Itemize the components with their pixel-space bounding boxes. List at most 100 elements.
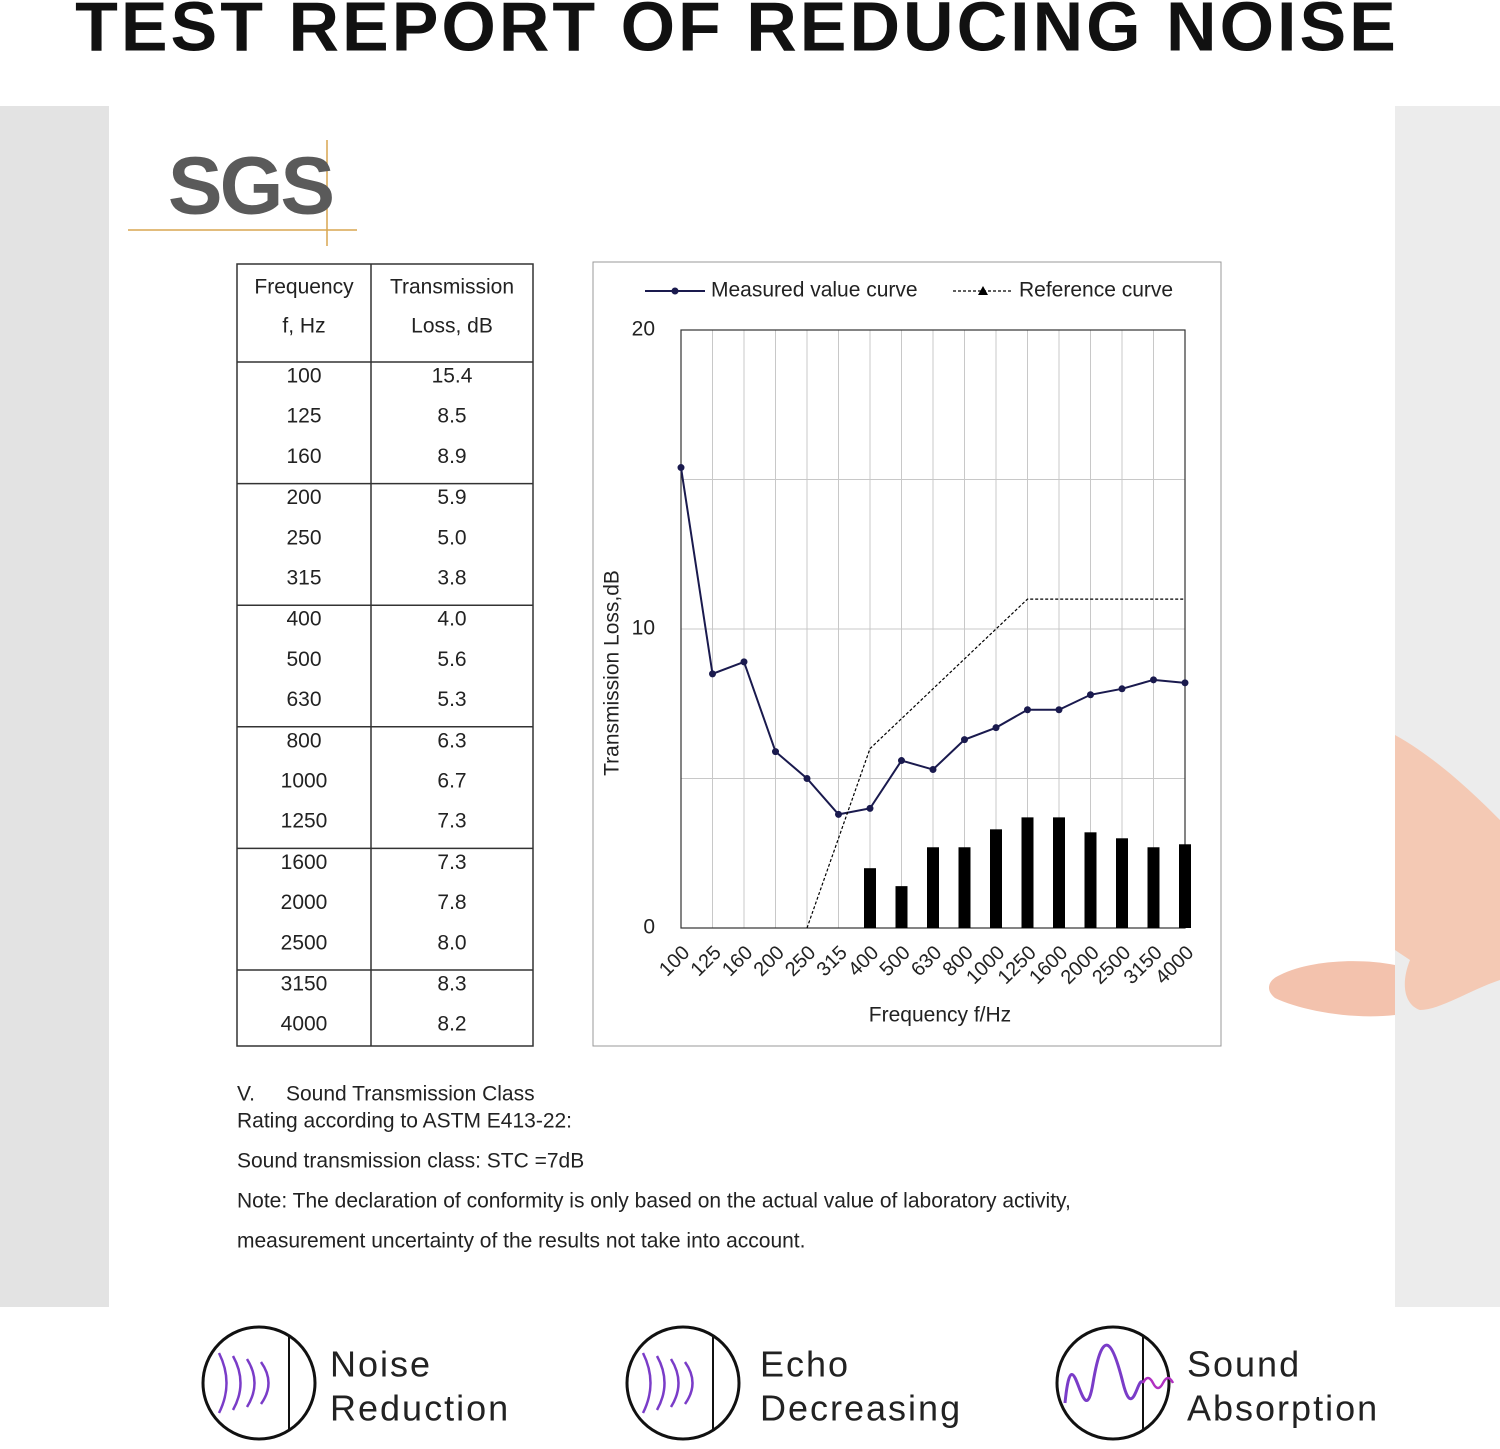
feature-icon: [259, 1361, 270, 1405]
bar: [958, 847, 971, 928]
hand: [1395, 735, 1500, 1010]
y-tick-label: 0: [643, 916, 655, 939]
side-panel: [1395, 106, 1500, 1307]
point: [1087, 691, 1094, 699]
legend-label: Reference curve: [1019, 279, 1173, 302]
point: [772, 748, 779, 756]
table-cell: 100: [286, 365, 321, 388]
side-panel: [0, 106, 109, 1307]
x-axis-label: Frequency f/Hz: [869, 1004, 1011, 1027]
table-cell: 8.3: [437, 973, 466, 996]
point: [961, 736, 968, 744]
feature-label: Echo: [760, 1344, 850, 1385]
note-line: Note: The declaration of conformity is o…: [237, 1190, 1071, 1213]
page-title: TEST REPORT OF REDUCING NOISE: [75, 0, 1399, 65]
table-cell: 8.0: [437, 931, 466, 954]
feature-label: Reduction: [330, 1388, 510, 1429]
feature-label: Absorption: [1187, 1388, 1379, 1429]
point: [992, 724, 1000, 732]
point: [740, 658, 748, 666]
feature-icon: [1063, 1343, 1145, 1404]
table-cell: 250: [286, 526, 321, 549]
line: [806, 598, 1185, 929]
logo: SGS: [168, 141, 332, 232]
table-cell: 7.3: [437, 851, 466, 874]
table-cell: 6.7: [437, 770, 466, 793]
table-cell: 6.3: [437, 729, 466, 752]
notes: V. Sound Transmission Class: [237, 1083, 535, 1106]
point: [803, 775, 811, 782]
bar: [1179, 844, 1191, 928]
x-tick-label: 160: [718, 942, 757, 981]
table-cell: 630: [286, 688, 321, 711]
point: [1181, 679, 1189, 687]
bar: [864, 868, 876, 928]
table-header: Frequency: [254, 276, 354, 299]
table-header: Loss, dB: [411, 315, 493, 338]
x-tick-label: 125: [687, 942, 726, 981]
feature-icon: [1055, 1325, 1171, 1441]
table-cell: 160: [286, 445, 321, 468]
table-cell: 4.0: [437, 608, 466, 631]
chart: 0102010012516020025031540050063080010001…: [601, 279, 1199, 1027]
legend-marker: [978, 286, 988, 295]
feature-icon: [669, 1358, 680, 1408]
x-tick-label: 400: [844, 942, 883, 981]
bar: [927, 847, 939, 928]
feature-icon: [217, 1352, 228, 1414]
feature-icon: [1141, 1376, 1175, 1390]
point: [709, 670, 716, 678]
table-cell: 315: [286, 567, 321, 590]
table-cell: 5.0: [437, 526, 466, 549]
point: [835, 810, 842, 818]
x-tick-label: 500: [876, 942, 915, 981]
bar: [1116, 838, 1128, 928]
legend-label: Measured value curve: [711, 279, 918, 302]
bar: [990, 829, 1002, 928]
note-line: Rating according to ASTM E413-22:: [237, 1110, 572, 1133]
table-cell: 200: [286, 486, 321, 509]
finger: [1268, 961, 1395, 1017]
table-cell: 1250: [281, 810, 328, 833]
bar: [1147, 847, 1160, 928]
table-cell: 15.4: [432, 365, 473, 388]
legend-marker: [671, 287, 679, 295]
table-cell: 400: [286, 608, 321, 631]
x-tick-label: 315: [813, 942, 852, 981]
point: [1150, 676, 1157, 684]
table-cell: 5.6: [437, 648, 466, 671]
table-cell: 7.8: [437, 891, 466, 914]
x-tick-label: 250: [781, 942, 820, 981]
table-cell: 800: [286, 729, 321, 752]
table-border: [236, 263, 534, 1047]
x-tick-label: 100: [655, 942, 694, 981]
feature-icon: [245, 1358, 256, 1408]
table-cell: 1000: [281, 770, 328, 793]
bar: [895, 886, 908, 928]
table-cell: 2500: [281, 931, 328, 954]
point: [929, 766, 937, 774]
note-line: Sound transmission class: STC =7dB: [237, 1150, 584, 1173]
chart-frame: [592, 261, 1222, 1047]
feature-label: Sound: [1187, 1344, 1301, 1385]
bar: [1021, 817, 1034, 928]
note-lines: Rating according to ASTM E413-22: Sound t…: [237, 1110, 1071, 1253]
point: [1055, 706, 1063, 714]
feature-icon: [625, 1325, 741, 1441]
feature-icon: [655, 1355, 666, 1411]
note-line: measurement uncertainty of the results n…: [237, 1230, 805, 1253]
table-cell: 1600: [281, 851, 328, 874]
x-tick-label: 4000: [1151, 942, 1198, 989]
point: [1118, 685, 1126, 693]
table-header: Transmission: [390, 276, 514, 299]
table-cell: 3.8: [437, 567, 466, 590]
x-tick-label: 630: [907, 942, 946, 981]
table: Frequency f, Hz Transmission Loss, dB 100 15.…: [236, 263, 534, 1047]
point: [866, 804, 874, 812]
y-axis-label: Transmission Loss,dB: [601, 570, 624, 776]
point: [1024, 706, 1031, 714]
table-header: f, Hz: [282, 315, 325, 338]
point: [677, 464, 685, 472]
